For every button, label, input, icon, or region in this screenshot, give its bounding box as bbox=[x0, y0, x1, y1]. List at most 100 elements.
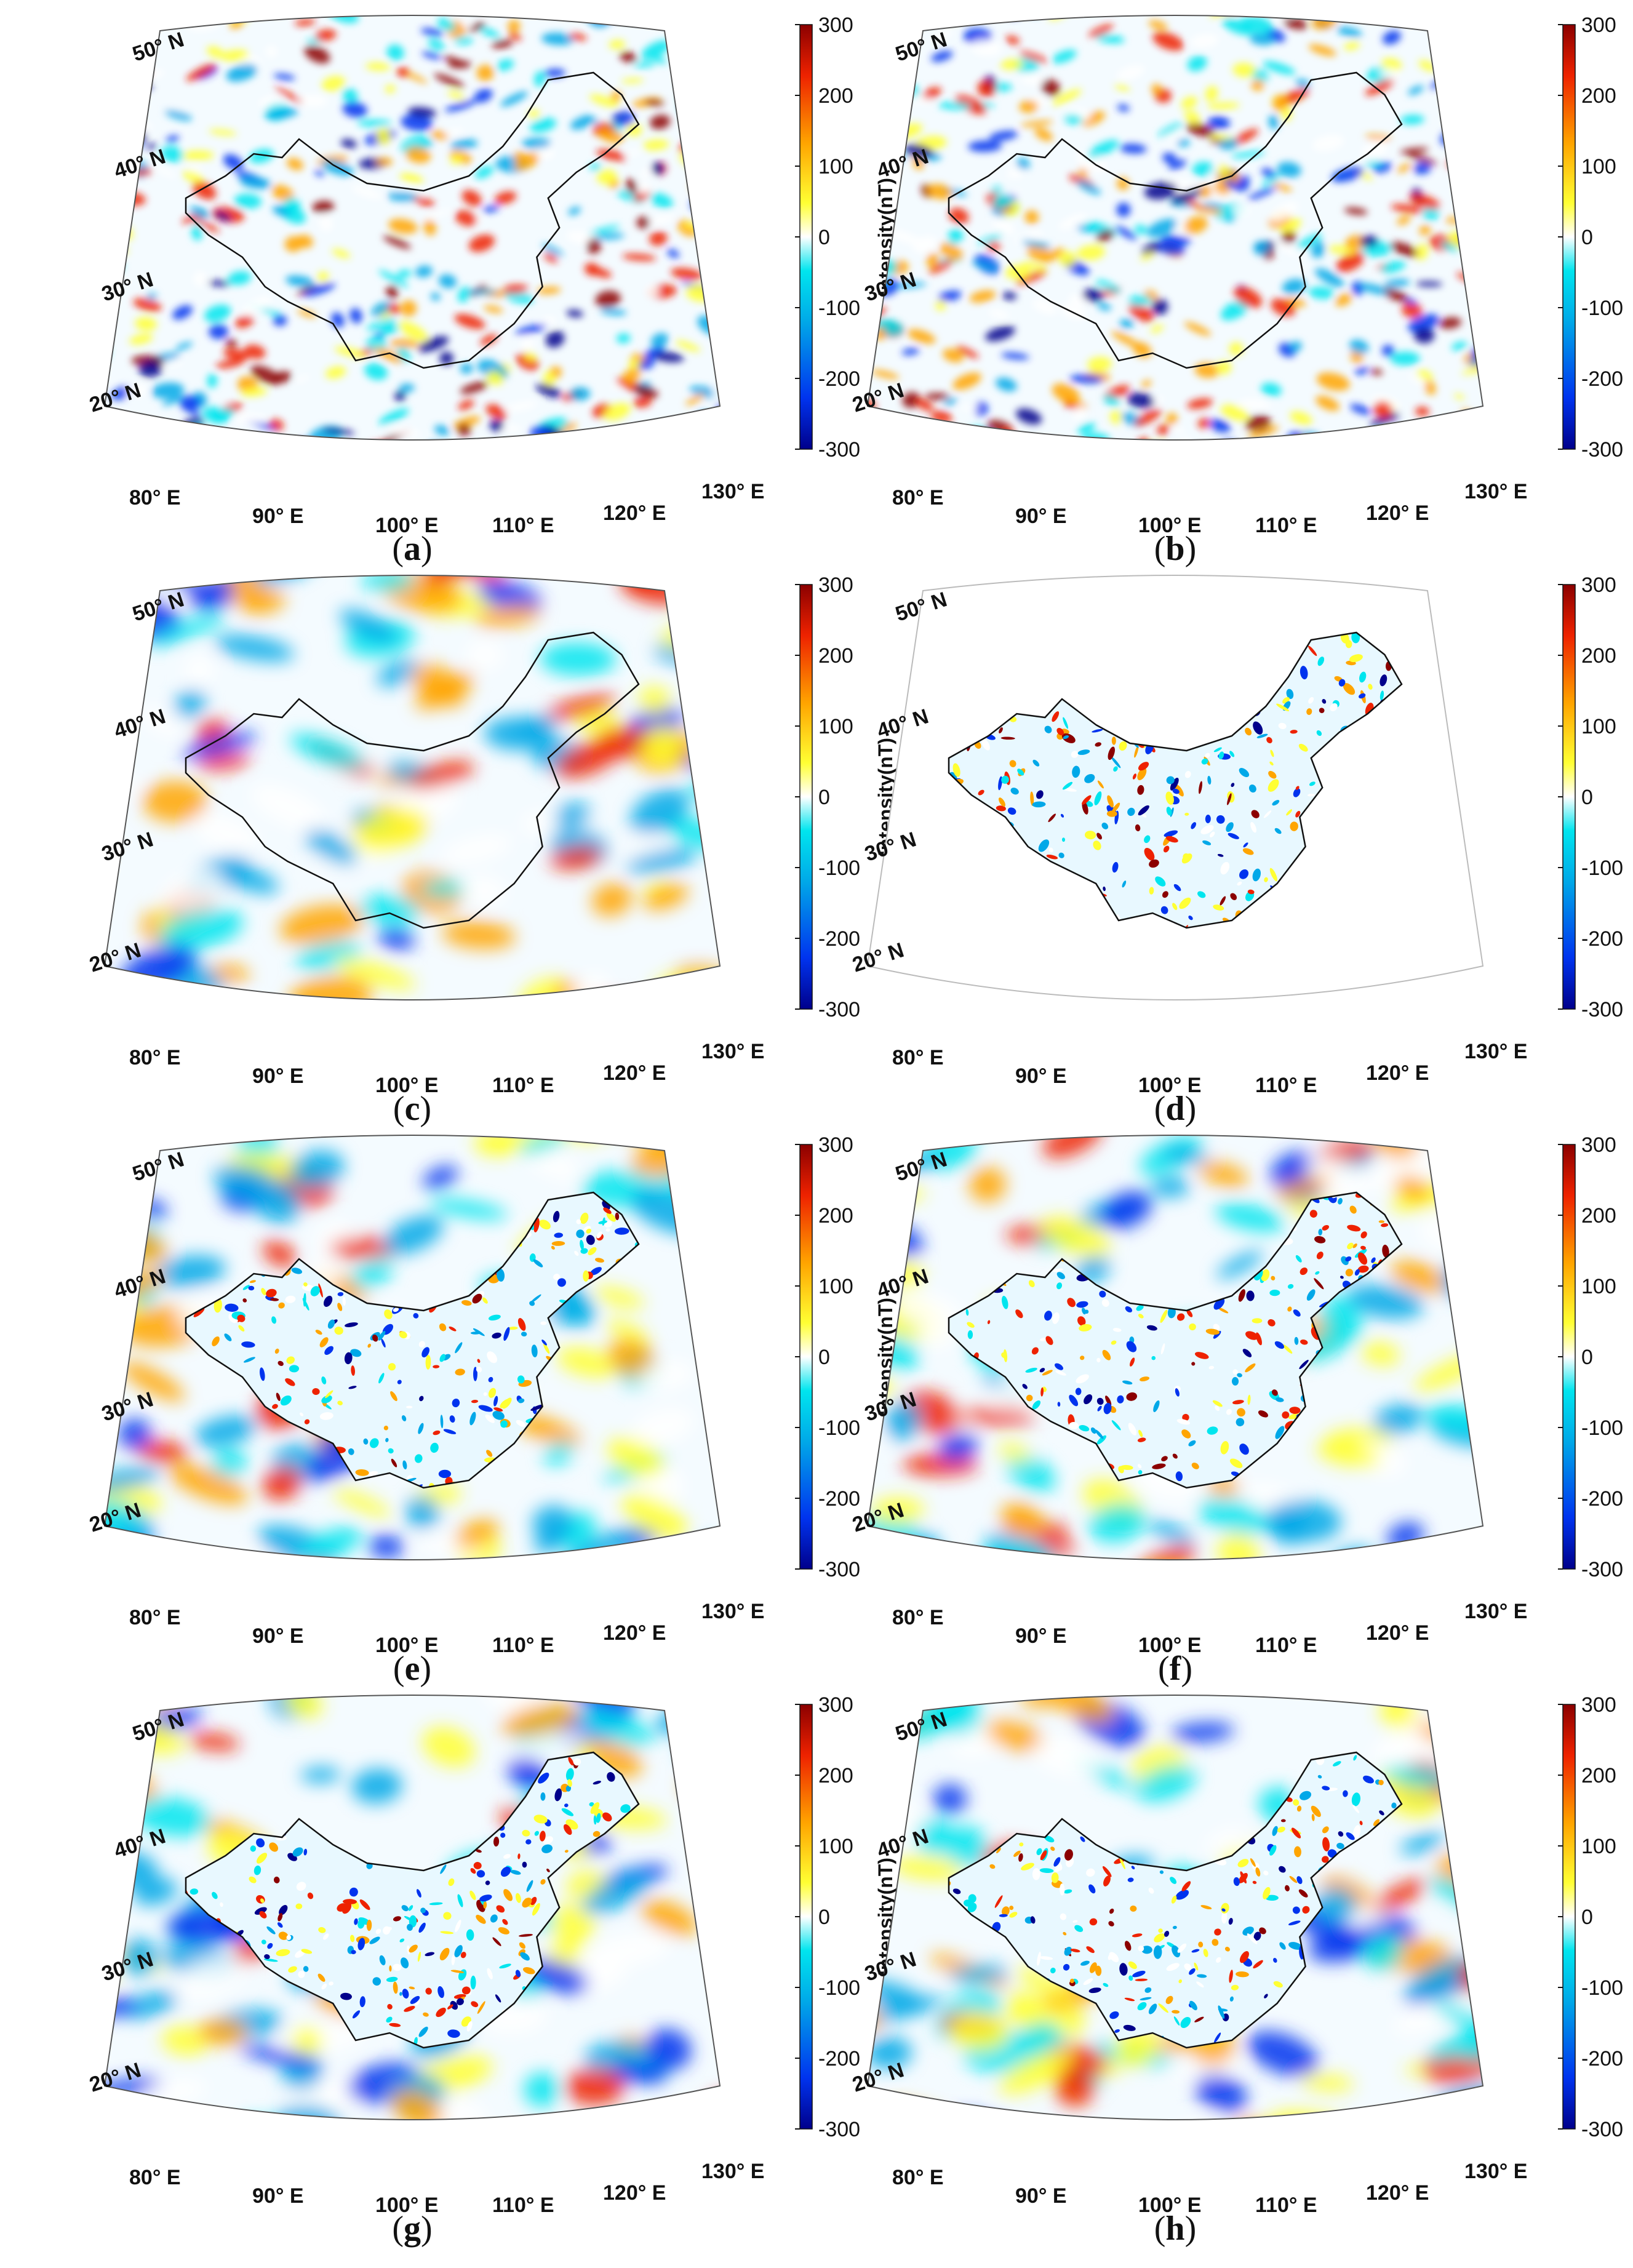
colorbar-tick-label: 0 bbox=[818, 1906, 830, 1929]
map-panel-g: 50° N40° N30° N20° N80° E90° E 100° E 110°… bbox=[87, 1693, 896, 2248]
lon-label: 130° E bbox=[1464, 2160, 1527, 2183]
colorbar-tick-label: 0 bbox=[818, 786, 830, 809]
lon-label: 80° E bbox=[129, 1046, 181, 1069]
colorbar-tick-label: 200 bbox=[1581, 1204, 1616, 1228]
colorbar-tick-label: -100 bbox=[1581, 856, 1623, 880]
lon-label: 100° E bbox=[1138, 514, 1201, 537]
anomaly-field bbox=[868, 1695, 1483, 2120]
colorbar-tick-label: -200 bbox=[1581, 1487, 1623, 1511]
colorbar bbox=[1562, 24, 1576, 450]
colorbar-tick-label: -100 bbox=[1581, 1976, 1623, 2000]
colorbar-tick-label: -300 bbox=[818, 2118, 860, 2141]
lon-label: 100° E bbox=[375, 2194, 438, 2217]
panel-label: (h) bbox=[1154, 2210, 1196, 2248]
lon-label: 80° E bbox=[129, 2166, 181, 2189]
lon-label: 130° E bbox=[1464, 1600, 1527, 1623]
colorbar-tick-label: -200 bbox=[818, 2047, 860, 2070]
lon-label: 80° E bbox=[892, 1606, 944, 1629]
colorbar-tick-label: 300 bbox=[1581, 1133, 1616, 1157]
colorbar-tick-label: 200 bbox=[818, 644, 853, 668]
map-panel-e: 50° N40° N30° N20° N80° E90° E 100° E 110°… bbox=[87, 1133, 896, 1688]
lon-label: 110° E bbox=[492, 1634, 554, 1657]
colorbar bbox=[799, 1144, 813, 1570]
lon-label: 100° E bbox=[1138, 1074, 1201, 1097]
panel-label: (e) bbox=[393, 1650, 431, 1688]
panel-label: (g) bbox=[392, 2210, 432, 2248]
colorbar bbox=[1562, 1144, 1576, 1570]
lon-label: 100° E bbox=[375, 1634, 438, 1657]
lon-label: 90° E bbox=[252, 1624, 304, 1648]
country-boundary bbox=[185, 71, 640, 369]
lon-label: 100° E bbox=[1138, 1634, 1201, 1657]
colorbar-tick-label: 200 bbox=[1581, 1764, 1616, 1787]
anomaly-field bbox=[105, 575, 720, 1000]
lon-label: 130° E bbox=[1464, 480, 1527, 503]
lon-label: 130° E bbox=[701, 1040, 764, 1063]
colorbar-tick-label: -200 bbox=[818, 367, 860, 391]
lon-label: 110° E bbox=[492, 2194, 554, 2217]
map-frame bbox=[103, 575, 721, 1000]
anomaly-field bbox=[105, 1135, 720, 1560]
lon-label: 120° E bbox=[1366, 1621, 1429, 1645]
lon-label: 90° E bbox=[1015, 1064, 1067, 1088]
colorbar bbox=[1562, 1704, 1576, 2130]
lon-label: 90° E bbox=[252, 2184, 304, 2208]
lon-label: 90° E bbox=[1015, 505, 1067, 528]
colorbar-tick-label: 200 bbox=[1581, 644, 1616, 668]
lon-label: 80° E bbox=[892, 2166, 944, 2189]
country-boundary bbox=[185, 631, 640, 929]
colorbar-tick-label: 0 bbox=[1581, 1346, 1593, 1369]
lon-label: 110° E bbox=[1255, 2194, 1317, 2217]
anomaly-field bbox=[868, 15, 1483, 440]
panel-label: (d) bbox=[1154, 1090, 1196, 1128]
colorbar-tick-label: 100 bbox=[818, 1835, 853, 1858]
colorbar-tick-label: -200 bbox=[818, 1487, 860, 1511]
map-frame bbox=[103, 1135, 721, 1560]
lon-label: 120° E bbox=[603, 2181, 666, 2205]
colorbar-tick-label: 300 bbox=[818, 573, 853, 597]
colorbar-tick-label: -100 bbox=[818, 1416, 860, 1440]
country-boundary bbox=[948, 631, 1403, 929]
map-frame bbox=[866, 575, 1484, 1000]
colorbar-tick-label: -300 bbox=[1581, 438, 1623, 461]
lon-label: 80° E bbox=[892, 486, 944, 509]
anomaly-field bbox=[105, 1695, 720, 2120]
panel-label: (f) bbox=[1158, 1650, 1192, 1688]
lon-label: 130° E bbox=[701, 1600, 764, 1623]
colorbar-tick-label: 200 bbox=[818, 84, 853, 108]
colorbar-tick-label: 100 bbox=[818, 715, 853, 738]
colorbar-tick-label: -100 bbox=[818, 1976, 860, 2000]
lon-label: 80° E bbox=[129, 1606, 181, 1629]
colorbar-tick-label: -200 bbox=[1581, 927, 1623, 951]
colorbar-tick-label: 0 bbox=[1581, 226, 1593, 249]
lon-label: 90° E bbox=[1015, 2184, 1067, 2208]
colorbar-tick-label: 200 bbox=[818, 1764, 853, 1787]
map-panel-c: 50° N40° N30° N20° N80° E90° E 100° E 110°… bbox=[87, 573, 896, 1128]
panel-label: (b) bbox=[1154, 530, 1196, 568]
lon-label: 120° E bbox=[1366, 2181, 1429, 2205]
colorbar-tick-label: -200 bbox=[1581, 2047, 1623, 2070]
lon-label: 110° E bbox=[492, 1074, 554, 1097]
anomaly-field bbox=[105, 15, 720, 440]
country-boundary bbox=[185, 1751, 640, 2049]
map-panel-a: 50° N40° N30° N20° N80° E90° E 100° E 110°… bbox=[87, 14, 896, 568]
anomaly-field bbox=[868, 1135, 1483, 1560]
map-frame bbox=[866, 1135, 1484, 1560]
colorbar-tick-label: 300 bbox=[818, 1693, 853, 1717]
lon-label: 120° E bbox=[603, 1061, 666, 1085]
lon-label: 130° E bbox=[1464, 1040, 1527, 1063]
colorbar-tick-label: -300 bbox=[818, 998, 860, 1021]
lon-label: 120° E bbox=[1366, 1061, 1429, 1085]
lon-label: 110° E bbox=[1255, 514, 1317, 537]
lon-label: 120° E bbox=[603, 501, 666, 525]
colorbar-tick-label: -300 bbox=[1581, 2118, 1623, 2141]
colorbar-tick-label: -300 bbox=[1581, 998, 1623, 1021]
colorbar-tick-label: -300 bbox=[818, 438, 860, 461]
lon-label: 120° E bbox=[1366, 501, 1429, 525]
map-frame bbox=[103, 15, 721, 441]
colorbar-tick-label: 200 bbox=[818, 1204, 853, 1228]
colorbar-tick-label: -100 bbox=[818, 856, 860, 880]
lon-label: 110° E bbox=[492, 514, 554, 537]
lon-label: 90° E bbox=[252, 1064, 304, 1088]
map-panel-f: 50° N40° N30° N20° N80° E90° E 100° E 110°… bbox=[850, 1133, 1623, 1688]
